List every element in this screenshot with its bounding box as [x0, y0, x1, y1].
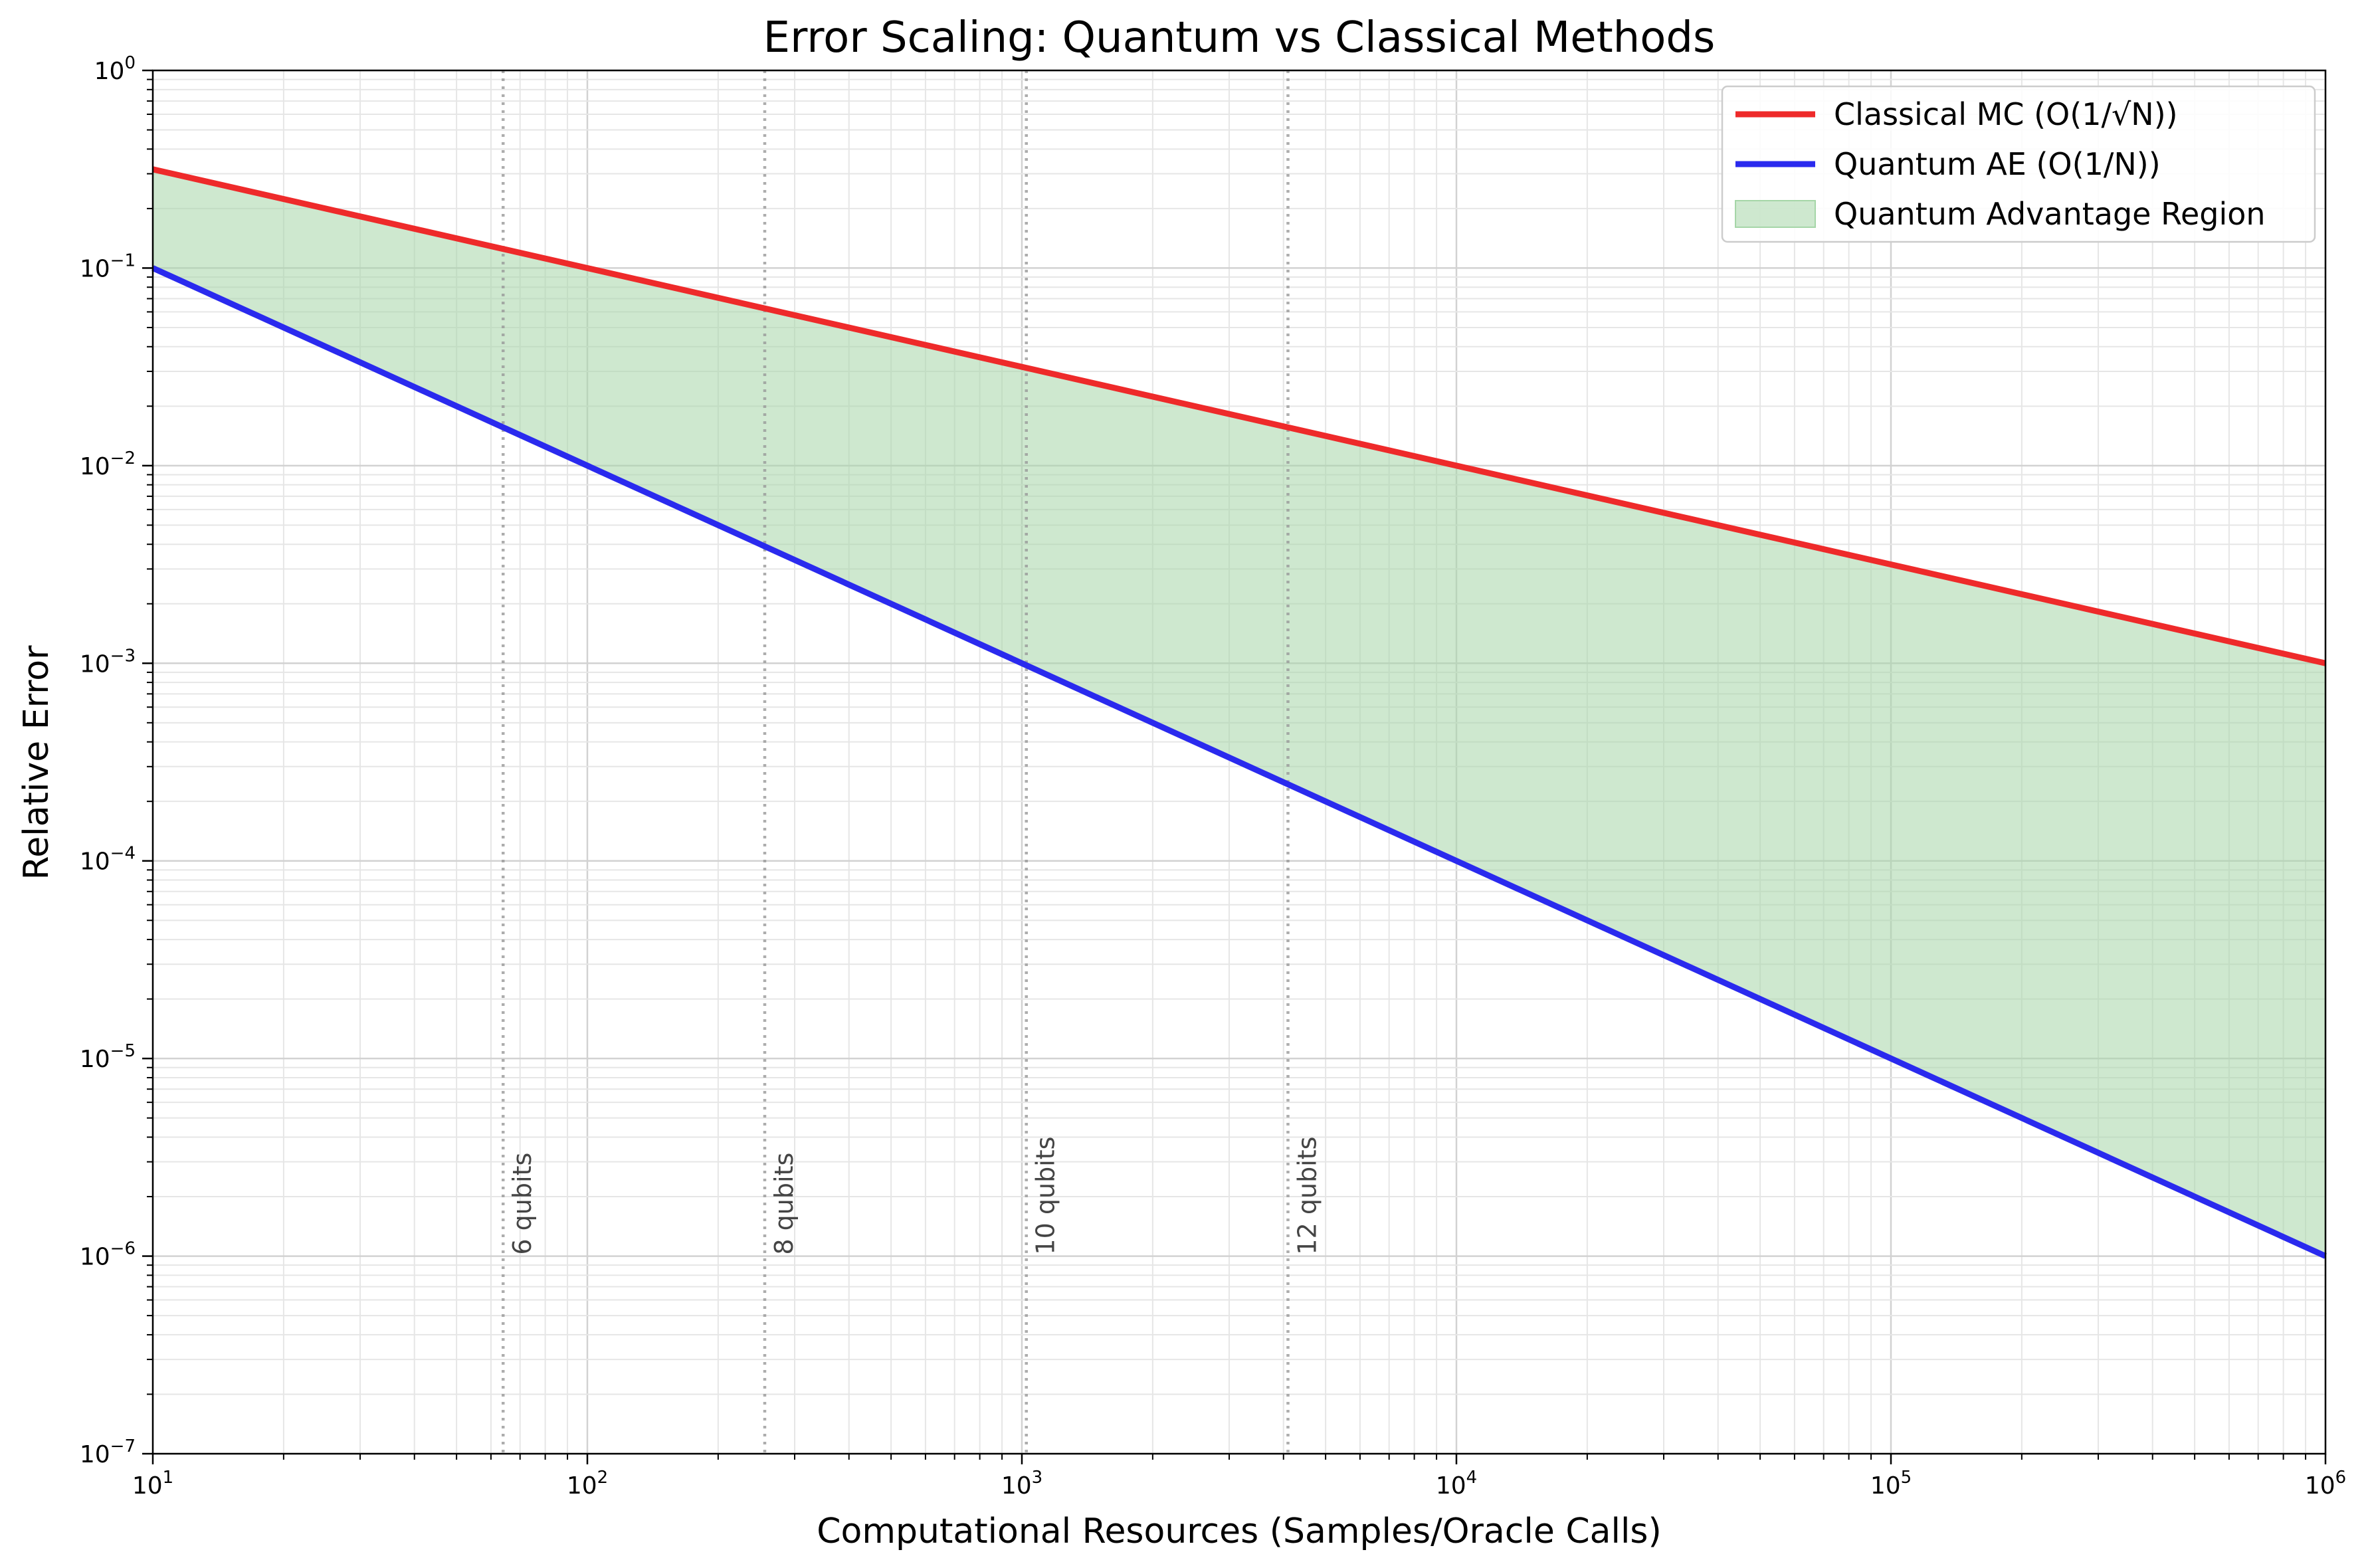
y-tick-label: 10−4 — [80, 844, 136, 876]
y-tick-label: 10−6 — [80, 1239, 136, 1271]
chart-title: Error Scaling: Quantum vs Classical Meth… — [763, 13, 1716, 62]
legend-quantum-ae-label: Quantum AE (O(1/N)) — [1834, 146, 2161, 182]
y-tick-label: 10−7 — [80, 1436, 136, 1468]
x-tick-label: 103 — [1001, 1468, 1042, 1500]
y-tick-label: 10−5 — [80, 1041, 136, 1073]
x-axis-label: Computational Resources (Samples/Oracle … — [817, 1512, 1662, 1551]
legend-advantage-region-swatch — [1735, 200, 1816, 228]
y-tick-label: 10−3 — [80, 646, 136, 678]
ticks: 101 102 103 104 105 106 100 10−1 10−2 10−3 10−4 10−… — [80, 53, 2346, 1500]
x-tick-label: 102 — [567, 1468, 608, 1500]
y-tick-label: 10−1 — [80, 250, 136, 282]
qubit-marker-label: 10 qubits — [1031, 1137, 1060, 1255]
y-tick-label: 100 — [94, 53, 136, 85]
y-tick-label: 10−2 — [80, 448, 136, 480]
legend-advantage-region-label: Quantum Advantage Region — [1834, 196, 2266, 232]
qubit-marker-label: 8 qubits — [769, 1153, 799, 1255]
quantum-advantage-region — [153, 169, 2325, 1256]
legend-box — [1721, 85, 2316, 243]
quantum-ae-line — [151, 265, 2327, 1259]
legend-classical-mc-label: Classical MC (O(1/√N)) — [1834, 96, 2178, 132]
qubit-markers: 6 qubits 8 qubits 10 qubits 12 qubits — [501, 70, 1322, 1454]
qubit-marker-label: 12 qubits — [1292, 1137, 1322, 1255]
x-tick-label: 101 — [132, 1468, 173, 1500]
legend: Classical MC (O(1/√N)) Quantum AE (O(1/N)… — [1721, 85, 2316, 243]
x-tick-label: 104 — [1436, 1468, 1477, 1500]
qubit-marker-label: 6 qubits — [508, 1153, 537, 1255]
x-tick-label: 105 — [1870, 1468, 1912, 1500]
x-tick-label: 106 — [2305, 1468, 2346, 1500]
classical-mc-line — [152, 166, 2326, 666]
y-axis-label: Relative Error — [17, 645, 56, 880]
fill-layer — [153, 169, 2325, 1256]
series-layer — [151, 166, 2327, 1259]
plot-frame — [151, 69, 2327, 1455]
